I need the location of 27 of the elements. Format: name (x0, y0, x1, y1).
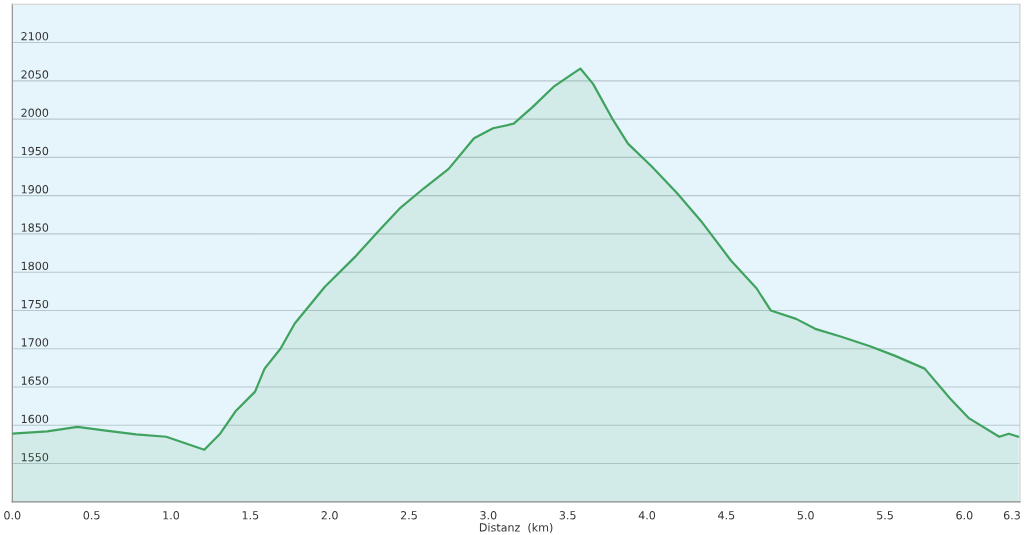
x-tick-label: 1.5 (242, 511, 259, 520)
x-tick-label: 4.0 (638, 511, 656, 520)
x-tick-label: 3.0 (480, 511, 497, 520)
y-tick-label: 2000 (21, 108, 49, 117)
x-tick-label: 0.5 (83, 511, 100, 520)
y-tick-label: 2100 (21, 32, 49, 41)
x-tick-label: 5.0 (797, 511, 814, 520)
y-tick-label: 1750 (21, 299, 49, 309)
x-axis-title: Distanz (km) (479, 523, 553, 533)
x-tick-label: 1.0 (163, 511, 180, 520)
x-tick-label: 0.0 (4, 511, 21, 520)
x-tick-label: 6.0 (956, 511, 973, 520)
y-tick-label: 1550 (21, 453, 49, 462)
x-tick-label: 4.5 (718, 511, 735, 520)
x-tick-label: 6.3 (1003, 511, 1020, 520)
y-tick-label: 2050 (21, 70, 49, 79)
y-tick-label: 1700 (21, 338, 49, 347)
x-tick-label: 2.5 (400, 511, 417, 520)
y-tick-label: 1600 (21, 414, 49, 424)
x-tick-label: 3.5 (559, 511, 576, 520)
y-tick-label: 1850 (21, 223, 49, 232)
y-tick-label: 1950 (21, 146, 49, 156)
y-tick-label: 1800 (21, 261, 49, 271)
y-tick-label: 1900 (21, 185, 49, 194)
y-tick-label: 1650 (21, 376, 49, 385)
x-tick-label: 2.0 (321, 511, 338, 520)
x-tick-label: 5.5 (877, 511, 893, 520)
